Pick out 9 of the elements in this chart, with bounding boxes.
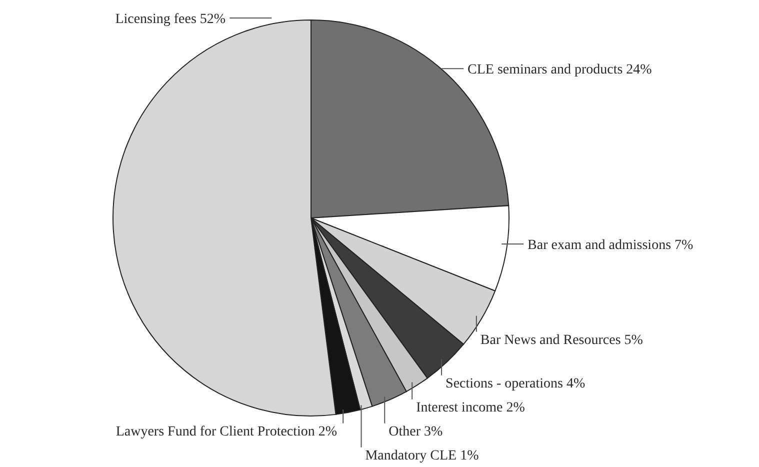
slice-label: Sections - operations 4% (446, 376, 586, 392)
slice-label: Mandatory CLE 1% (365, 448, 480, 464)
slice-label: Bar exam and admissions 7% (528, 238, 694, 253)
slice-label: Bar News and Resources 5% (480, 332, 644, 348)
slice-label: CLE seminars and products 24% (468, 62, 652, 78)
slice-label: Licensing fees 52% (115, 12, 226, 28)
slice-label: Other 3% (388, 424, 444, 440)
slice-label: Lawyers Fund for Client Protection 2% (116, 424, 338, 440)
slice-label: Interest income 2% (416, 400, 526, 416)
